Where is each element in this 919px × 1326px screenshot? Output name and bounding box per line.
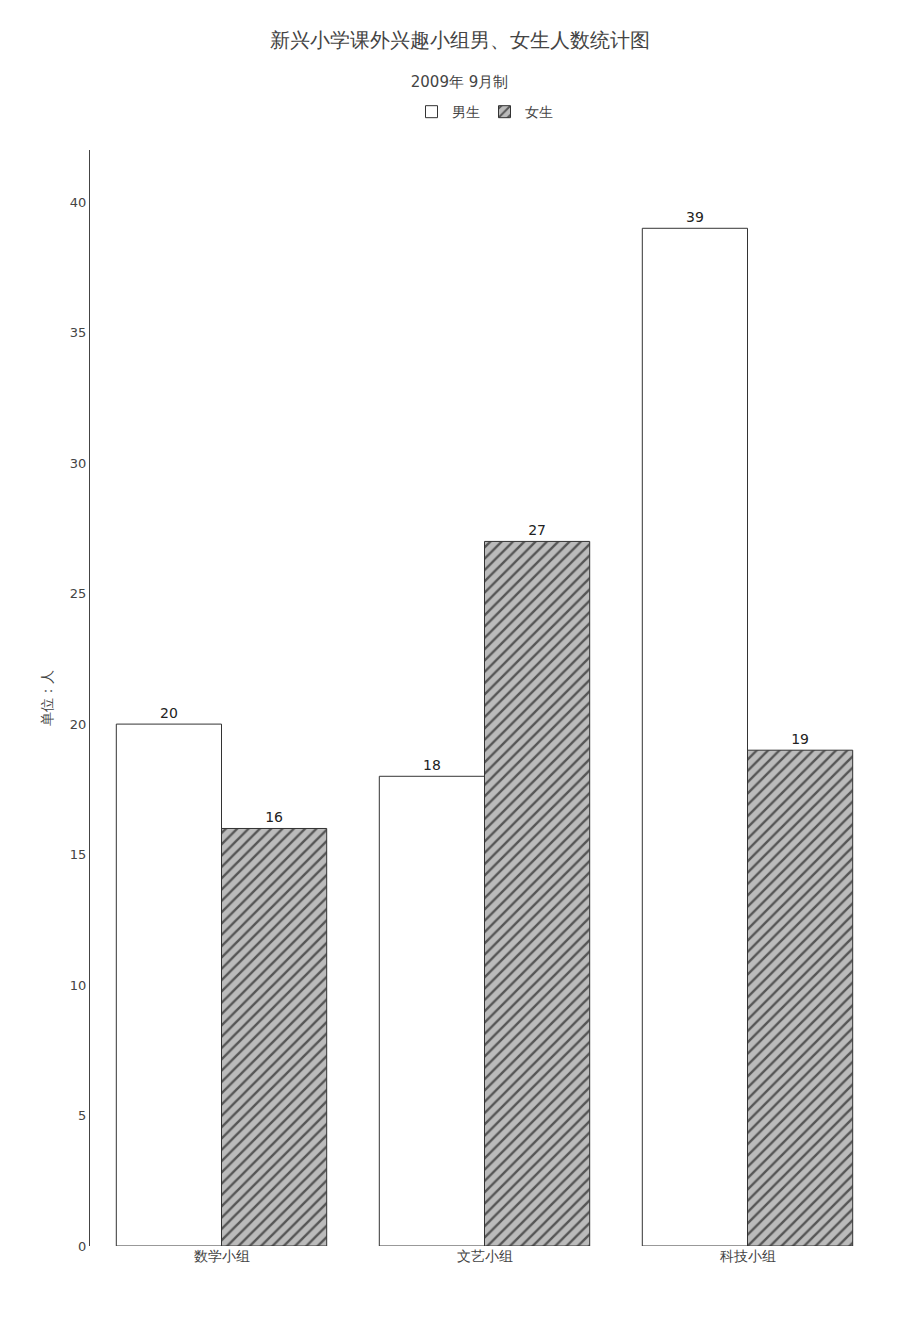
svg-text:19: 19 xyxy=(791,731,809,747)
svg-text:39: 39 xyxy=(686,209,704,225)
svg-text:20: 20 xyxy=(160,705,178,721)
svg-text:15: 15 xyxy=(70,847,87,862)
svg-text:科技小组: 科技小组 xyxy=(720,1248,776,1264)
svg-text:文艺小组: 文艺小组 xyxy=(457,1248,513,1264)
svg-text:10: 10 xyxy=(70,978,87,993)
svg-text:40: 40 xyxy=(70,195,87,210)
svg-text:单位：人: 单位：人 xyxy=(39,670,55,726)
svg-text:2009年 9月制: 2009年 9月制 xyxy=(411,73,509,91)
svg-text:16: 16 xyxy=(265,809,283,825)
svg-text:18: 18 xyxy=(423,757,441,773)
svg-text:20: 20 xyxy=(70,717,87,732)
svg-text:25: 25 xyxy=(70,586,87,601)
svg-text:0: 0 xyxy=(78,1239,86,1254)
svg-text:5: 5 xyxy=(78,1108,86,1123)
svg-text:女生: 女生 xyxy=(525,104,553,120)
svg-text:35: 35 xyxy=(70,325,87,340)
svg-text:新兴小学课外兴趣小组男、女生人数统计图: 新兴小学课外兴趣小组男、女生人数统计图 xyxy=(270,28,650,52)
svg-text:27: 27 xyxy=(528,522,546,538)
svg-text:30: 30 xyxy=(70,456,87,471)
svg-text:男生: 男生 xyxy=(452,104,480,120)
svg-text:数学小组: 数学小组 xyxy=(194,1248,250,1264)
